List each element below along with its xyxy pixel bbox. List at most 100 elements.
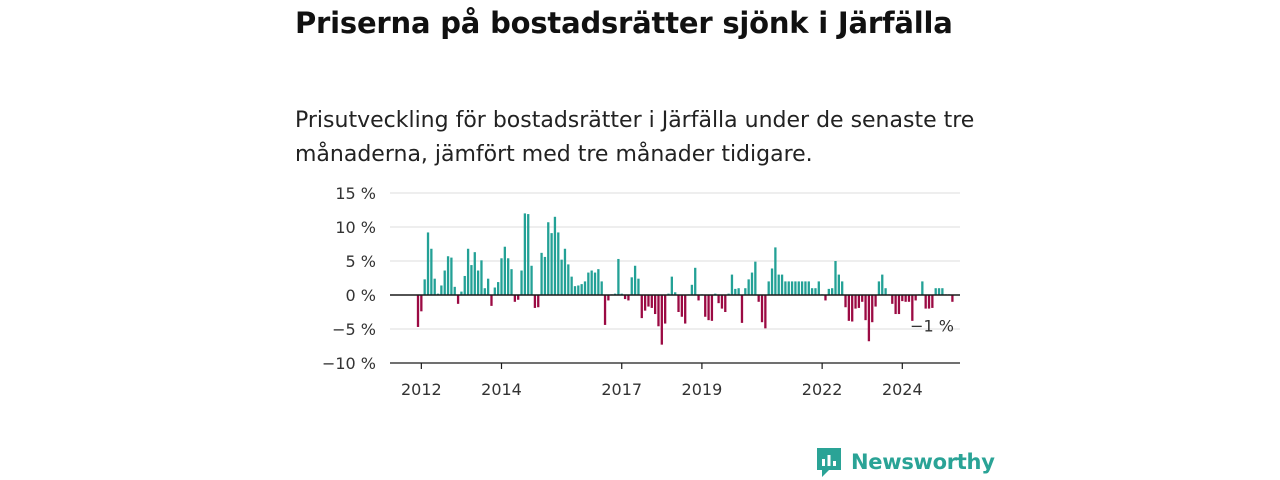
- bar: [941, 288, 944, 295]
- bar: [486, 278, 490, 295]
- bar: [547, 222, 550, 295]
- bar: [810, 288, 814, 295]
- y-tick-label: 0 %: [346, 286, 376, 305]
- bar: [573, 286, 577, 295]
- bar: [871, 295, 874, 323]
- bar-series: [416, 213, 954, 345]
- chart-subtitle: Prisutveckling för bostadsrätter i Järfä…: [295, 108, 975, 167]
- x-tick-label: 2014: [481, 380, 522, 399]
- bar: [774, 247, 777, 295]
- bar: [841, 281, 844, 295]
- bar: [807, 281, 810, 295]
- bar: [580, 284, 583, 295]
- bar: [790, 281, 794, 295]
- chart-title: Priserna på bostadsrätter sjönk i Järfäl…: [295, 6, 953, 40]
- bar: [844, 295, 847, 308]
- bar: [690, 284, 694, 295]
- bar: [480, 260, 483, 295]
- bar: [503, 246, 506, 295]
- bar: [463, 275, 466, 295]
- bar: [911, 295, 914, 321]
- axes: [390, 294, 960, 369]
- bar: [450, 257, 453, 295]
- bar: [587, 272, 590, 295]
- tick-labels: 15 % 10 % 5 % 0 % −5 % −10 % 2012 2014 2017 2019 2…: [322, 184, 954, 399]
- grid-lines: [390, 192, 960, 330]
- bar: [800, 281, 804, 295]
- y-tick-label: −5 %: [332, 320, 376, 339]
- bar: [877, 281, 881, 295]
- bar: [416, 295, 420, 327]
- bar: [593, 272, 597, 295]
- bar: [804, 281, 807, 295]
- bar: [453, 286, 456, 295]
- bar: [426, 232, 430, 295]
- bar: [694, 267, 697, 295]
- bar: [720, 295, 724, 309]
- bar: [764, 295, 767, 329]
- y-tick-label: 15 %: [335, 184, 376, 203]
- bar: [446, 256, 450, 295]
- x-tick-label: 2022: [802, 380, 843, 399]
- bar: [563, 248, 567, 295]
- bar: [744, 288, 747, 295]
- bar: [780, 274, 784, 295]
- bar: [931, 295, 934, 308]
- bar: [750, 272, 754, 295]
- bar: [630, 277, 633, 295]
- bar: [894, 295, 897, 315]
- bar: [456, 295, 460, 304]
- bar: [924, 295, 927, 309]
- bar: [787, 281, 790, 295]
- bar: [680, 295, 684, 317]
- bar: [914, 295, 917, 301]
- bar: [717, 295, 720, 304]
- bar: [927, 295, 931, 309]
- bar: [640, 295, 643, 319]
- bar: [817, 281, 820, 295]
- bar: [674, 292, 677, 295]
- bar: [660, 295, 663, 345]
- x-tick-label: 2017: [601, 380, 642, 399]
- bar: [767, 281, 770, 295]
- bar: [493, 287, 496, 295]
- bar: [623, 295, 627, 300]
- bar: [770, 268, 774, 295]
- bar: [510, 269, 513, 295]
- bar: [570, 276, 573, 295]
- bar: [470, 265, 473, 295]
- bar: [710, 295, 714, 321]
- bar: [520, 270, 523, 295]
- bar: [650, 295, 653, 308]
- bar: [560, 259, 563, 295]
- brand-logo[interactable]: Newsworthy: [815, 446, 995, 478]
- bar: [577, 285, 580, 295]
- bar: [951, 295, 954, 302]
- bar: [797, 281, 800, 295]
- bar: [530, 265, 533, 295]
- bar: [891, 295, 894, 304]
- bar: [737, 288, 740, 295]
- bar: [627, 295, 630, 301]
- bar: [523, 213, 527, 295]
- bar: [937, 288, 941, 295]
- bar: [707, 295, 710, 321]
- bar: [500, 258, 503, 295]
- bar: [794, 281, 797, 295]
- bar: [730, 274, 734, 295]
- bar: [677, 295, 680, 312]
- bar: [430, 248, 433, 295]
- bar: [553, 216, 557, 295]
- bar: [777, 274, 780, 295]
- bar: [420, 295, 423, 312]
- bar: [724, 295, 727, 312]
- bar: [497, 282, 500, 295]
- bar: [670, 276, 673, 295]
- bar: [867, 295, 871, 342]
- last-value-label: −1 %: [910, 317, 954, 336]
- bar: [831, 288, 834, 295]
- bar: [476, 270, 480, 295]
- bar: [540, 252, 543, 295]
- bar: [590, 270, 593, 295]
